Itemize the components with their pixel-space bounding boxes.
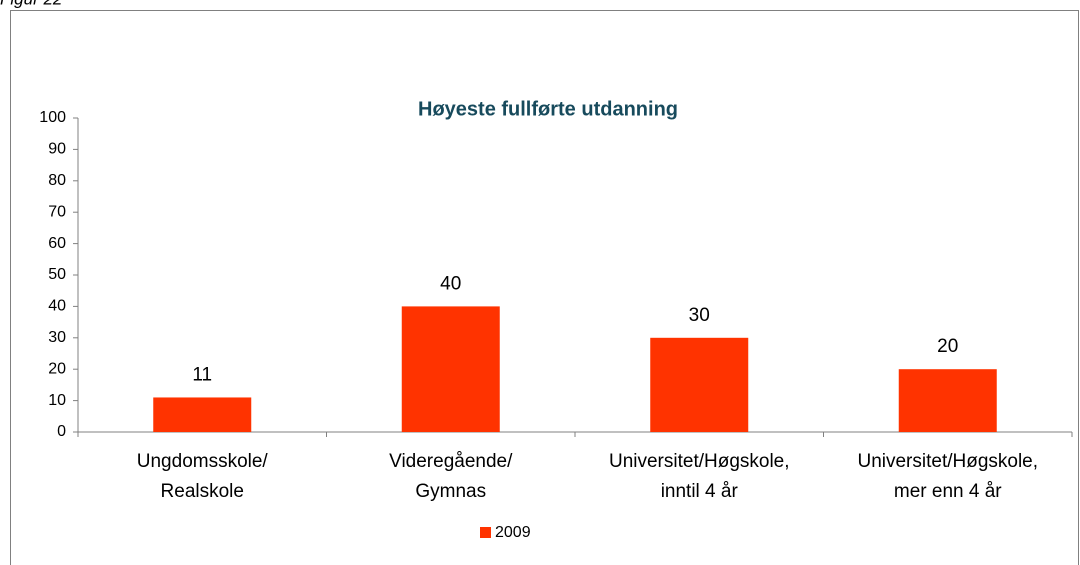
x-tick-label-line: inntil 4 år xyxy=(661,481,739,502)
data-label: 40 xyxy=(440,273,461,294)
y-tick-label: 0 xyxy=(57,423,66,440)
y-tick-label: 20 xyxy=(48,360,66,377)
y-tick-label: 10 xyxy=(48,392,66,409)
y-tick-label: 60 xyxy=(48,235,66,252)
bar xyxy=(898,369,997,432)
x-tick-label-line: Realskole xyxy=(161,481,244,502)
legend-swatch xyxy=(480,527,491,538)
x-tick-label-line: Universitet/Høgskole, xyxy=(857,451,1038,472)
data-label: 11 xyxy=(192,364,212,385)
x-tick-label-line: Universitet/Høgskole, xyxy=(609,451,790,472)
x-tick-label: Universitet/Høgskole, mer enn 4 år xyxy=(857,451,1038,502)
y-tick-label: 100 xyxy=(39,109,66,126)
data-label: 20 xyxy=(937,336,958,357)
chart-frame xyxy=(10,10,1079,565)
bar xyxy=(153,397,252,432)
y-tick-label: 40 xyxy=(48,298,66,315)
y-tick-label: 90 xyxy=(48,141,66,158)
x-tick-label-line: Ungdomsskole/ xyxy=(137,451,269,472)
x-tick-label: Universitet/Høgskole, inntil 4 år xyxy=(609,451,790,502)
x-tick-label: Ungdomsskole/Realskole xyxy=(137,451,269,502)
y-tick-label: 50 xyxy=(48,266,66,283)
data-label: 30 xyxy=(689,305,710,326)
figure-label: Figur 22 xyxy=(0,0,63,8)
x-tick-label-line: Videregående/ xyxy=(389,451,513,472)
legend-label: 2009 xyxy=(495,524,531,541)
x-tick-label-line: mer enn 4 år xyxy=(894,481,1002,502)
y-tick-label: 80 xyxy=(48,172,66,189)
bar xyxy=(401,306,500,432)
y-tick-label: 30 xyxy=(48,329,66,346)
x-tick-label: Videregående/Gymnas xyxy=(389,451,513,502)
chart-title: Høyeste fullførte utdanning xyxy=(418,98,678,120)
x-tick-label-line: Gymnas xyxy=(415,481,486,502)
y-tick-label: 70 xyxy=(48,203,66,220)
bar xyxy=(650,337,749,432)
